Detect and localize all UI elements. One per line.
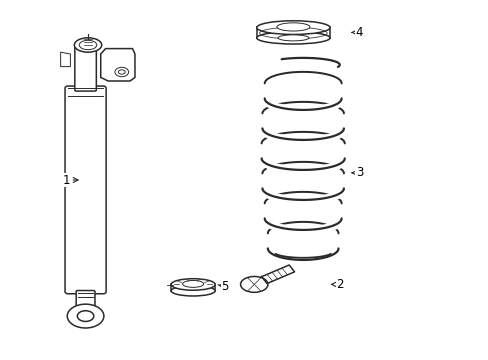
Ellipse shape xyxy=(171,279,215,290)
FancyBboxPatch shape xyxy=(65,86,106,294)
Polygon shape xyxy=(61,52,70,67)
Ellipse shape xyxy=(256,21,329,35)
Ellipse shape xyxy=(277,35,308,41)
Ellipse shape xyxy=(182,280,203,287)
FancyBboxPatch shape xyxy=(76,291,95,312)
Ellipse shape xyxy=(67,304,103,328)
Polygon shape xyxy=(101,49,135,81)
Ellipse shape xyxy=(79,40,97,50)
Text: 3: 3 xyxy=(351,166,363,179)
Text: 4: 4 xyxy=(351,26,363,39)
FancyBboxPatch shape xyxy=(75,46,96,91)
Ellipse shape xyxy=(171,285,215,296)
Polygon shape xyxy=(261,265,294,284)
Ellipse shape xyxy=(256,32,329,44)
Ellipse shape xyxy=(77,311,94,321)
Ellipse shape xyxy=(240,276,267,292)
Ellipse shape xyxy=(115,67,128,77)
Ellipse shape xyxy=(118,70,125,74)
Ellipse shape xyxy=(74,38,102,52)
Text: 5: 5 xyxy=(218,280,228,293)
Text: 1: 1 xyxy=(62,174,78,186)
Text: 2: 2 xyxy=(331,278,343,291)
Ellipse shape xyxy=(276,23,309,31)
